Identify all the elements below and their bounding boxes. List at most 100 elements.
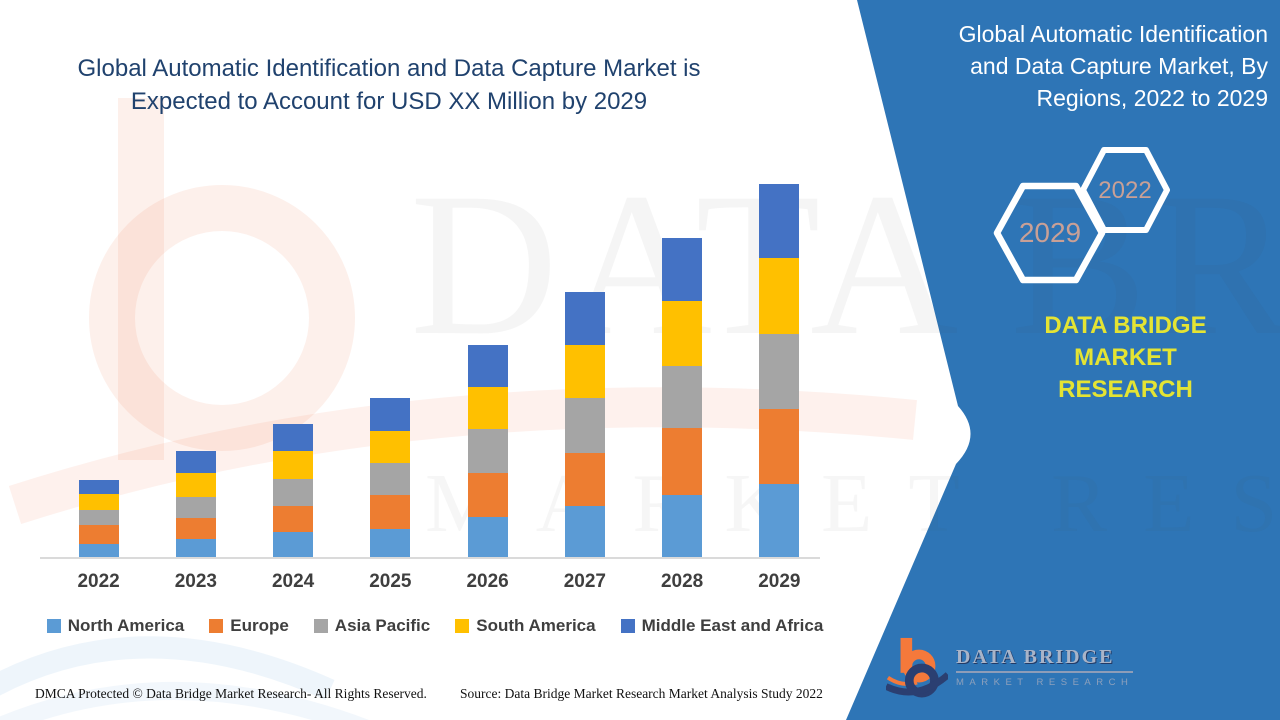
data-bridge-logo-icon — [886, 637, 948, 698]
stacked-bar-2022 — [78, 480, 119, 558]
bar-segment-europe-2024 — [273, 506, 314, 532]
bar-segment-asia-pacific-2028 — [662, 366, 703, 428]
legend-label-south-america: South America — [476, 616, 596, 635]
bar-segment-north-america-2024 — [273, 532, 314, 558]
bar-segment-europe-2029 — [759, 409, 800, 484]
bar-slot-2026 — [439, 345, 536, 558]
logo-wordmark: DATA BRIDGE — [956, 646, 1134, 673]
footer-source-text: Source: Data Bridge Market Research Mark… — [460, 686, 823, 701]
legend-label-north-america: North America — [67, 616, 185, 635]
x-axis-line — [40, 557, 820, 559]
bar-slot-2024 — [245, 424, 342, 558]
bar-segment-south-america-2023 — [175, 473, 216, 497]
x-axis-label-2028: 2028 — [660, 571, 704, 592]
legend-label-middle-east-and-africa: Middle East and Africa — [641, 616, 824, 635]
bar-segment-middle-east-and-africa-2023 — [175, 451, 216, 473]
bar-segment-north-america-2026 — [467, 517, 508, 558]
brand-text-line2: RESEARCH — [1058, 376, 1193, 403]
stacked-bar-2029 — [759, 184, 800, 558]
x-axis-labels: 2022 2023 2024 2025 2026 2027 2028 2029 — [50, 571, 828, 593]
chart-title-line2: Expected to Account for USD XX Million b… — [130, 88, 648, 115]
stacked-bar-2027 — [564, 292, 605, 558]
bar-slot-2027 — [536, 292, 633, 558]
legend-swatch-europe — [209, 619, 224, 633]
bar-slot-2023 — [147, 451, 244, 558]
legend-item-south-america: South America — [455, 616, 596, 636]
bar-segment-middle-east-and-africa-2022 — [78, 480, 119, 494]
side-panel-heading-line2: and Data Capture Market, By — [970, 53, 1268, 79]
logo-subtext: MARKET RESEARCH — [956, 677, 1134, 688]
bar-segment-south-america-2029 — [759, 258, 800, 334]
bar-segment-south-america-2028 — [662, 301, 703, 366]
footer-logo: DATA BRIDGE MARKET RESEARCH — [886, 634, 1134, 700]
side-panel-heading-line3: Regions, 2022 to 2029 — [1036, 85, 1268, 111]
x-axis-label-2026: 2026 — [466, 571, 509, 592]
brand-text-line1: DATA BRIDGE MARKET — [1044, 312, 1207, 371]
side-panel-heading-line1: Global Automatic Identification — [958, 21, 1268, 47]
side-panel-heading: Global Automatic Identification and Data… — [838, 18, 1268, 114]
stacked-bar-2023 — [175, 451, 216, 558]
brand-text: DATA BRIDGE MARKET RESEARCH — [998, 310, 1253, 406]
bar-slot-2025 — [342, 398, 439, 558]
legend-item-middle-east-and-africa: Middle East and Africa — [620, 616, 824, 636]
stacked-bar-2024 — [273, 424, 314, 558]
bar-segment-north-america-2029 — [759, 484, 800, 558]
legend-item-europe: Europe — [209, 616, 289, 636]
bar-segment-middle-east-and-africa-2024 — [273, 424, 314, 451]
bar-segment-europe-2026 — [467, 473, 508, 517]
bar-segment-europe-2025 — [370, 495, 411, 529]
bar-segment-north-america-2027 — [564, 506, 605, 558]
x-axis-label-2025: 2025 — [369, 571, 412, 592]
legend-item-asia-pacific: Asia Pacific — [313, 616, 431, 636]
bar-segment-south-america-2026 — [467, 387, 508, 429]
bar-segment-europe-2023 — [175, 518, 216, 539]
bar-segment-asia-pacific-2025 — [370, 463, 411, 495]
bar-segment-middle-east-and-africa-2027 — [564, 292, 605, 345]
bar-segment-europe-2022 — [78, 525, 119, 544]
x-axis-label-2022: 2022 — [77, 571, 120, 592]
footer-dmca-text: DMCA Protected © Data Bridge Market Rese… — [35, 686, 427, 701]
bar-segment-middle-east-and-africa-2028 — [662, 238, 703, 301]
legend-label-asia-pacific: Asia Pacific — [334, 616, 431, 635]
chart-title: Global Automatic Identification and Data… — [38, 52, 740, 118]
x-axis-label-2023: 2023 — [174, 571, 218, 592]
x-axis-label-2024: 2024 — [271, 571, 315, 592]
bar-slot-2022 — [50, 480, 147, 558]
bar-segment-south-america-2025 — [370, 431, 411, 463]
hexagon-2022-label: 2022 — [1098, 177, 1151, 204]
bar-segment-north-america-2028 — [662, 495, 703, 558]
chart-legend: North America Europe Asia Pacific South Ame… — [30, 616, 840, 636]
bar-segment-asia-pacific-2029 — [759, 334, 800, 409]
watermark-text-line1: DATA BRIDGE — [410, 151, 1280, 378]
bar-slot-2028 — [634, 238, 731, 558]
bar-segment-asia-pacific-2022 — [78, 510, 119, 525]
chart-plot-area — [50, 170, 828, 558]
stacked-bar-2026 — [467, 345, 508, 558]
hexagon-badges: 2022 2029 — [993, 147, 1170, 284]
bar-segment-europe-2027 — [564, 453, 605, 506]
bar-segment-south-america-2024 — [273, 451, 314, 479]
hexagon-2029-label: 2029 — [1019, 217, 1081, 248]
bar-segment-europe-2028 — [662, 428, 703, 495]
legend-label-europe: Europe — [230, 616, 289, 635]
bar-segment-asia-pacific-2026 — [467, 429, 508, 473]
bar-segment-south-america-2022 — [78, 494, 119, 510]
bar-segment-asia-pacific-2027 — [564, 398, 605, 453]
bar-slot-2029 — [731, 184, 828, 558]
bar-segment-middle-east-and-africa-2026 — [467, 345, 508, 387]
legend-swatch-north-america — [46, 619, 61, 633]
bar-segment-south-america-2027 — [564, 345, 605, 398]
stacked-bar-2028 — [662, 238, 703, 558]
stacked-bar-2025 — [370, 398, 411, 558]
bar-segment-middle-east-and-africa-2029 — [759, 184, 800, 258]
hexagon-2029-badge — [993, 182, 1106, 284]
bar-segment-asia-pacific-2024 — [273, 479, 314, 506]
legend-item-north-america: North America — [46, 616, 185, 636]
legend-swatch-middle-east-and-africa — [620, 619, 635, 633]
bar-segment-middle-east-and-africa-2025 — [370, 398, 411, 431]
legend-swatch-asia-pacific — [313, 619, 328, 633]
x-axis-label-2027: 2027 — [563, 571, 607, 592]
x-axis-label-2029: 2029 — [758, 571, 801, 592]
